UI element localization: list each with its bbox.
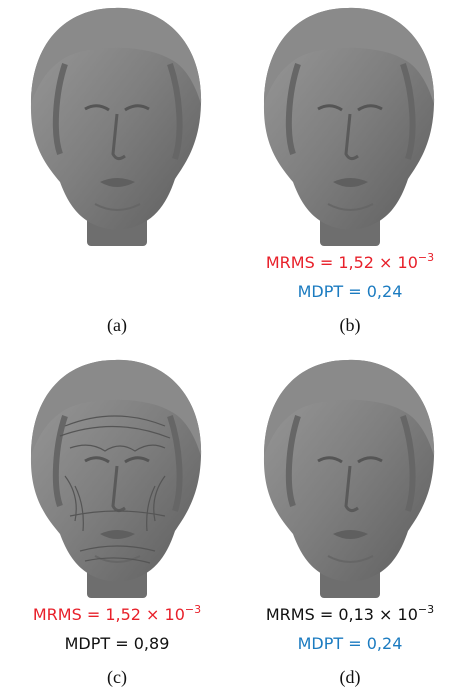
- metric-text: MRMS = 0,13 × 10: [266, 605, 418, 624]
- metric-exponent: −3: [418, 603, 434, 616]
- caption: (d): [340, 667, 361, 688]
- metric-exponent: −3: [185, 603, 201, 616]
- page: (a)MRMS = 1,52 × 10−3MDPT = 0,24(b)MRMS …: [0, 0, 456, 691]
- head-render: [31, 8, 201, 246]
- figure: (a)MRMS = 1,52 × 10−3MDPT = 0,24(b)MRMS …: [0, 0, 456, 691]
- caption: (c): [107, 667, 127, 688]
- metric-exponent: −3: [418, 251, 434, 264]
- metric: MDPT = 0,89: [65, 634, 170, 653]
- metric: MDPT = 0,24: [298, 634, 403, 653]
- panel: MRMS = 1,52 × 10−3 MDPT = 0,24 (b): [264, 8, 434, 336]
- panel: MRMS = 1,52 × 10−3 MDPT = 0,89 (c): [31, 360, 201, 688]
- panel: MRMS = 0,13 × 10−3 MDPT = 0,24 (d): [264, 360, 434, 688]
- metric: MDPT = 0,24: [298, 282, 403, 301]
- metric: MRMS = 0,13 × 10−3: [266, 603, 434, 624]
- metric-text: MRMS = 1,52 × 10: [266, 253, 418, 272]
- metric-text: MDPT = 0,24: [298, 282, 403, 301]
- metric: MRMS = 1,52 × 10−3: [266, 251, 434, 272]
- caption: (b): [340, 315, 361, 336]
- metric-text: MDPT = 0,24: [298, 634, 403, 653]
- head-render: [31, 360, 201, 598]
- head-render: [264, 8, 434, 246]
- panel: (a): [31, 8, 201, 336]
- head-render: [264, 360, 434, 598]
- metric: MRMS = 1,52 × 10−3: [33, 603, 201, 624]
- metric-text: MDPT = 0,89: [65, 634, 170, 653]
- caption: (a): [107, 315, 127, 336]
- metric-text: MRMS = 1,52 × 10: [33, 605, 185, 624]
